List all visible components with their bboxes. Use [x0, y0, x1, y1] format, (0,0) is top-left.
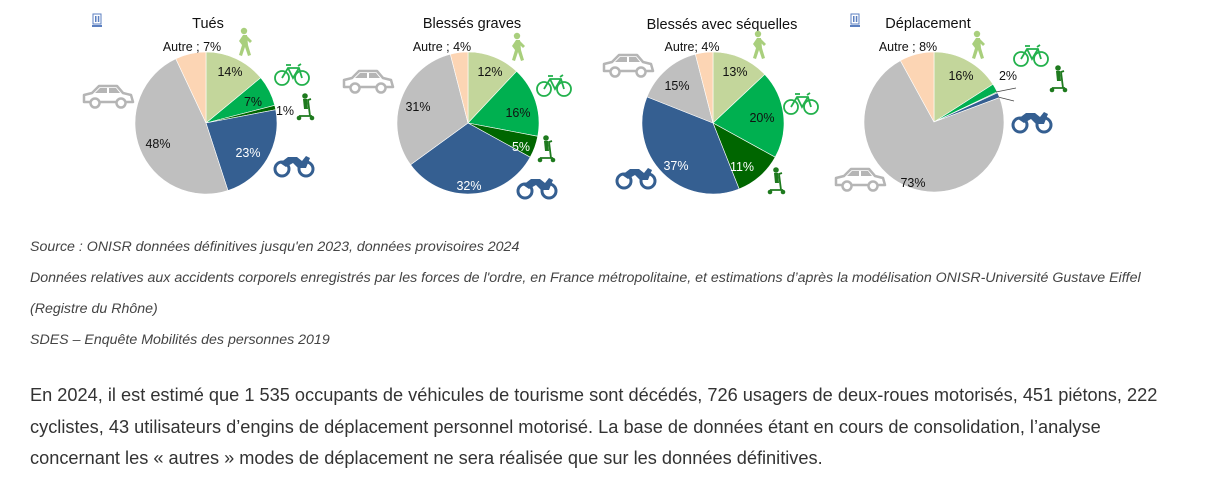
pie-slice-deux-roues-motoris-s — [205, 109, 278, 191]
summary-paragraph: En 2024, il est estimé que 1 535 occupan… — [30, 385, 1158, 468]
motorbike-icon — [615, 168, 657, 190]
pie-slice-deux-roues-motoris-s — [641, 96, 740, 195]
slice-label: 5% — [512, 140, 530, 154]
slice-label: 32% — [456, 179, 481, 193]
scooter-icon — [296, 93, 315, 121]
slice-label: 11% — [730, 160, 754, 174]
sdes-note: SDES – Enquête Mobilités des personnes 2… — [30, 332, 330, 348]
car-icon — [342, 69, 395, 94]
logo-icon — [850, 13, 860, 27]
autre-label: Autre ; 8% — [879, 40, 937, 54]
pie-slice-autre — [175, 51, 207, 124]
pedestrian-icon — [972, 30, 985, 59]
pie-slice-cyclistes — [712, 73, 785, 158]
pie-chart-3: Blessés avec séquelles 13% 20% 11% 37% 15% Aut… — [641, 17, 798, 195]
scooter-icon — [767, 167, 786, 195]
motorbike-icon — [1011, 112, 1053, 134]
slice-label: 15% — [664, 79, 689, 93]
leader-line — [995, 87, 1017, 93]
slice-label: 23% — [235, 146, 260, 160]
scope-note: Données relatives aux accidents corporel… — [30, 270, 1141, 317]
scooter-icon — [537, 135, 556, 163]
pedestrian-icon — [239, 27, 252, 56]
pie-charts-panel: Tués 14% 7% 1% 23% 48% Autre ; 7% Blessés grave… — [82, 13, 1068, 200]
bicycle-icon — [783, 92, 819, 115]
pie-slice-cyclistes — [467, 70, 540, 137]
slice-label: 31% — [405, 100, 430, 114]
pie-chart-1: Tués 14% 7% 1% 23% 48% Autre ; 7% — [134, 16, 294, 195]
slice-label: 48% — [145, 137, 170, 151]
slice-label: 20% — [749, 111, 774, 125]
pie-chart-2: Blessés graves 12% 16% 5% 32% 31% Autre ; 4% — [396, 16, 540, 195]
slice-label: 16% — [505, 106, 530, 120]
pie-slice-v-hicules-de-tourisme — [646, 53, 714, 124]
pie-slice-autre — [694, 51, 714, 124]
chart-notes: Source : ONISR données définitives jusqu… — [30, 232, 1180, 356]
leader-line — [997, 96, 1015, 102]
car-icon — [602, 53, 655, 78]
autre-label: Autre ; 7% — [163, 40, 221, 54]
slice-label: 2% — [999, 69, 1017, 83]
pedestrian-icon — [753, 30, 766, 59]
slice-label: 73% — [900, 176, 925, 190]
slice-label: 7% — [244, 95, 262, 109]
slice-label: 1% — [276, 104, 294, 118]
chart-title: Blessés avec séquelles — [647, 17, 798, 33]
pie-slice-v-hicules-de-tourisme — [396, 53, 469, 166]
bicycle-icon — [1013, 44, 1049, 67]
chart-title: Tués — [192, 16, 224, 32]
motorbike-icon — [516, 178, 558, 200]
scooter-icon — [1049, 65, 1068, 93]
source-note: Source : ONISR données définitives jusqu… — [30, 239, 520, 255]
pie-slice-pi-tons — [205, 51, 262, 124]
slice-label: 37% — [663, 159, 688, 173]
bicycle-icon — [536, 74, 572, 97]
logo-icon — [92, 13, 102, 27]
autre-label: Autre; 4% — [665, 40, 720, 54]
autre-label: Autre ; 4% — [413, 40, 471, 54]
slice-label: 12% — [477, 65, 502, 79]
motorbike-icon — [273, 156, 315, 178]
slice-label: 14% — [217, 65, 242, 79]
pie-slice-autre — [449, 51, 469, 124]
pie-slice-pi-tons — [933, 51, 994, 123]
car-icon — [82, 84, 135, 109]
pie-slice-v-hicules-de-tourisme — [134, 58, 229, 195]
bicycle-icon — [274, 63, 310, 86]
slice-label: 13% — [722, 65, 747, 79]
chart-title: Déplacement — [885, 16, 970, 32]
pedestrian-icon — [512, 32, 525, 61]
slice-label: 16% — [948, 69, 973, 83]
chart-title: Blessés graves — [423, 16, 521, 32]
slice-label: 1,2% — [1014, 95, 1043, 109]
pie-chart-4: Déplacement 16% 2%0,2%1,2% 73% Autre ; 8% — [863, 16, 1047, 193]
car-icon — [834, 167, 887, 192]
pie-slice-pi-tons — [712, 51, 766, 124]
pie-slice-autre — [899, 51, 935, 123]
slice-label: 0,2% — [1018, 81, 1047, 95]
pie-slice-v-hicules-de-tourisme — [863, 60, 1005, 193]
pie-slice-deux-roues-motoris-s — [410, 122, 531, 195]
